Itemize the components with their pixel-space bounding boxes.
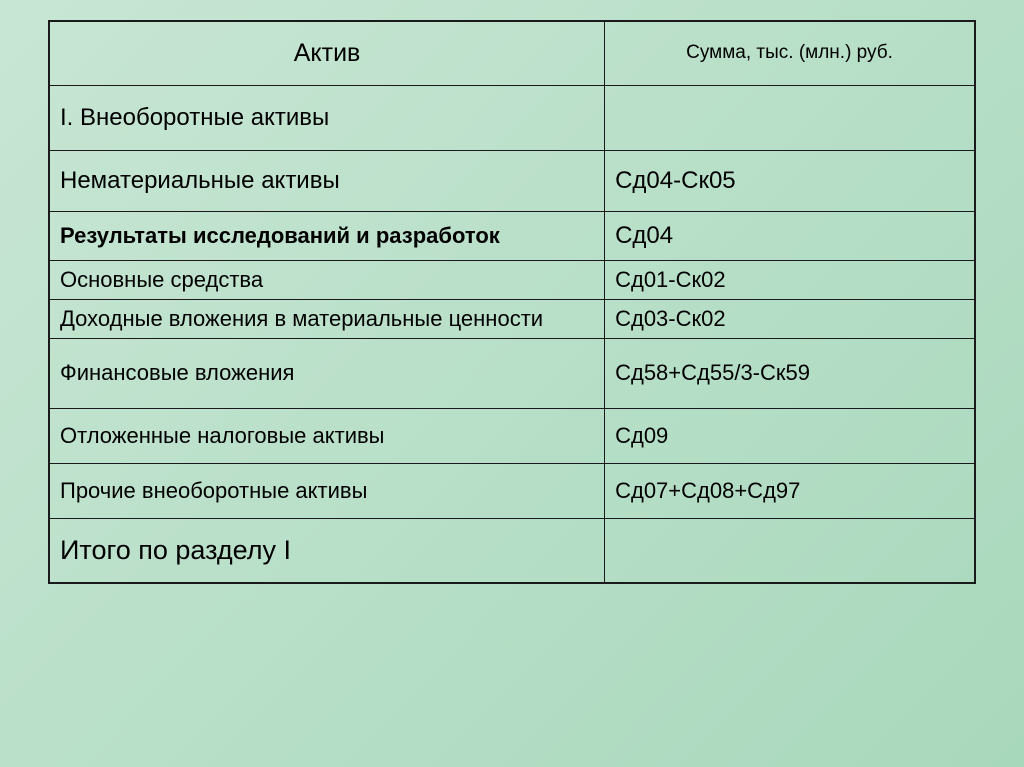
- asset-label: Прочие внеоборотные активы: [50, 464, 604, 518]
- sum-label: Сд03-Ск02: [605, 300, 974, 338]
- sum-label: Сд07+Сд08+Сд97: [605, 464, 974, 518]
- table-row: Финансовые вложенияСд58+Сд55/3-Ск59: [49, 338, 975, 408]
- header-sum-label: Сумма, тыс. (млн.) руб.: [605, 42, 974, 64]
- asset-cell: Результаты исследований и разработок: [49, 211, 605, 260]
- sum-cell: Сд03-Ск02: [605, 299, 975, 338]
- asset-label: Отложенные налоговые активы: [50, 409, 604, 463]
- table-body: I. Внеоборотные активыНематериальные акт…: [49, 85, 975, 583]
- sum-label: Сд04: [605, 212, 974, 260]
- asset-label: Доходные вложения в материальные ценност…: [50, 300, 604, 338]
- sum-label: Сд09: [605, 409, 974, 463]
- asset-cell: Итого по разделу I: [49, 518, 605, 583]
- asset-cell: Прочие внеоборотные активы: [49, 463, 605, 518]
- sum-cell: Сд07+Сд08+Сд97: [605, 463, 975, 518]
- header-asset: Актив: [49, 21, 605, 85]
- sum-label: Сд58+Сд55/3-Ск59: [605, 354, 974, 392]
- sum-cell: Сд58+Сд55/3-Ск59: [605, 338, 975, 408]
- sum-cell: Сд04-Ск05: [605, 150, 975, 211]
- header-asset-label: Актив: [50, 39, 604, 68]
- table-row: Нематериальные активыСд04-Ск05: [49, 150, 975, 211]
- asset-cell: Основные средства: [49, 260, 605, 299]
- table-row: Основные средстваСд01-Ск02: [49, 260, 975, 299]
- sum-cell: Сд09: [605, 408, 975, 463]
- sum-cell: Сд04: [605, 211, 975, 260]
- asset-cell: Отложенные налоговые активы: [49, 408, 605, 463]
- asset-cell: I. Внеоборотные активы: [49, 85, 605, 150]
- sum-label: Сд01-Ск02: [605, 261, 974, 299]
- sum-label: Сд04-Ск05: [605, 151, 974, 211]
- asset-label: Основные средства: [50, 261, 604, 299]
- sum-label: [605, 534, 974, 566]
- balance-table: Актив Сумма, тыс. (млн.) руб. I. Внеобор…: [48, 20, 976, 584]
- sum-cell: Сд01-Ск02: [605, 260, 975, 299]
- sum-cell: [605, 85, 975, 150]
- table-row: Доходные вложения в материальные ценност…: [49, 299, 975, 338]
- table-row: Прочие внеоборотные активыСд07+Сд08+Сд97: [49, 463, 975, 518]
- table-header-row: Актив Сумма, тыс. (млн.) руб.: [49, 21, 975, 85]
- table-row: Отложенные налоговые активыСд09: [49, 408, 975, 463]
- asset-label: Нематериальные активы: [50, 151, 604, 211]
- sum-cell: [605, 518, 975, 583]
- table-row: Результаты исследований и разработокСд04: [49, 211, 975, 260]
- asset-label: I. Внеоборотные активы: [50, 86, 604, 150]
- asset-cell: Доходные вложения в материальные ценност…: [49, 299, 605, 338]
- header-sum: Сумма, тыс. (млн.) руб.: [605, 21, 975, 85]
- asset-label: Итого по разделу I: [50, 519, 604, 582]
- asset-cell: Нематериальные активы: [49, 150, 605, 211]
- table-row: I. Внеоборотные активы: [49, 85, 975, 150]
- asset-label: Результаты исследований и разработок: [50, 213, 604, 259]
- asset-cell: Финансовые вложения: [49, 338, 605, 408]
- sum-label: [605, 100, 974, 136]
- table-row: Итого по разделу I: [49, 518, 975, 583]
- asset-label: Финансовые вложения: [50, 354, 604, 392]
